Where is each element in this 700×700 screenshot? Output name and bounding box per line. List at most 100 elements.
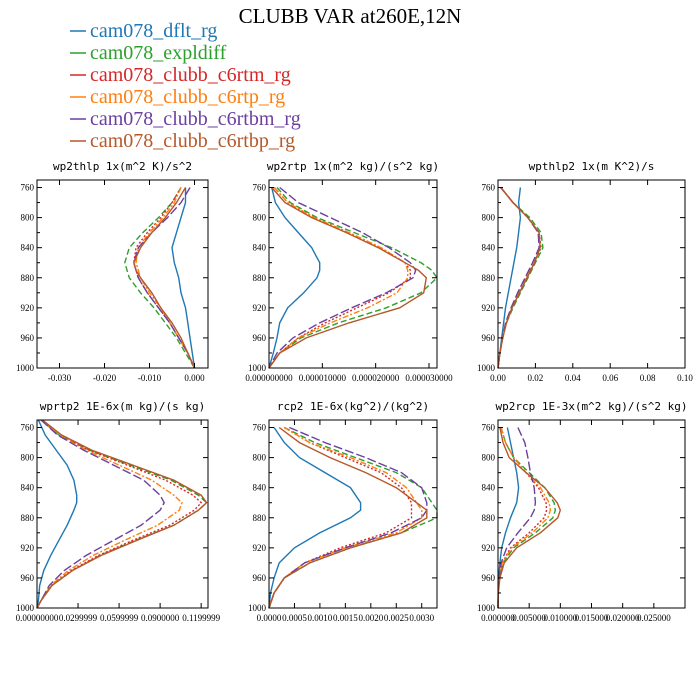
x-tick-label: 0.0299999 [59, 613, 98, 623]
y-tick-label: 800 [482, 453, 496, 463]
series-line [268, 187, 428, 369]
x-tick-label: 0.0000 [257, 613, 282, 623]
x-tick-label: 0.00000000 [16, 613, 59, 623]
series-line [268, 187, 321, 369]
x-tick-label: 0.025000 [637, 613, 671, 623]
x-tick-label: -0.020 [93, 373, 117, 383]
series-line [133, 187, 196, 369]
y-tick-label: 840 [21, 483, 35, 493]
series-line [36, 419, 183, 609]
x-tick-label: 0.06 [602, 373, 618, 383]
series-line [124, 187, 196, 369]
series-line [268, 426, 428, 609]
y-tick-label: 800 [253, 213, 267, 223]
series-line [135, 187, 196, 369]
series-line [36, 419, 165, 609]
panel-title: wp2rtp 1x(m^2 kg)/(s^2 kg) [267, 160, 439, 173]
x-tick-label: 0.0900000 [141, 613, 180, 623]
y-tick-label: 960 [253, 573, 267, 583]
x-tick-label: 0.0030 [409, 613, 434, 623]
x-tick-label: 0.000000 [481, 613, 515, 623]
panel-title: wp2thlp 1x(m^2 K)/s^2 [53, 160, 192, 173]
y-tick-label: 880 [21, 513, 35, 523]
y-tick-label: 1000 [248, 363, 267, 373]
x-tick-label: 0.000020000 [352, 373, 400, 383]
legend-label: cam078_dflt_rg [90, 20, 217, 42]
y-tick-label: 920 [253, 543, 267, 553]
x-tick-label: -0.010 [138, 373, 162, 383]
y-tick-label: 1000 [248, 603, 267, 613]
panel-title: wprtp2 1E-6x(m kg)/(s kg) [40, 400, 206, 413]
legend-entry: cam078_clubb_c6rtp_rg [70, 86, 285, 108]
plot-frame [36, 179, 209, 369]
y-tick-label: 760 [482, 423, 496, 433]
chart-panel: wp2rtp 1x(m^2 kg)/(s^2 kg)760 800 840 880 92… [245, 160, 453, 383]
x-tick-label: 0.015000 [575, 613, 609, 623]
series-line [268, 427, 362, 609]
x-tick-label: 0.0015 [333, 613, 358, 623]
y-tick-label: 760 [482, 183, 496, 193]
x-tick-label: 0.1199999 [182, 613, 220, 623]
legend-label: cam078_clubb_c6rtbm_rg [90, 108, 301, 130]
y-tick-label: 1000 [16, 363, 35, 373]
legend-entry: cam078_clubb_c6rtbm_rg [70, 108, 301, 130]
y-tick-label: 840 [482, 243, 496, 253]
series-line [497, 427, 552, 609]
x-tick-label: 0.000 [184, 373, 205, 383]
x-tick-label: 0.04 [565, 373, 581, 383]
plot-frame [497, 179, 686, 369]
series-line [36, 419, 208, 609]
y-tick-label: 880 [253, 273, 267, 283]
legend-label: cam078_clubb_c6rtbp_rg [90, 130, 295, 152]
y-tick-label: 880 [482, 513, 496, 523]
x-tick-label: 0.000030000 [405, 373, 453, 383]
series-line [497, 427, 537, 609]
series-line [497, 427, 548, 609]
panels: wp2thlp 1x(m^2 K)/s^2 760 800 840 880 920 960 1… [16, 160, 694, 623]
series-line [497, 187, 540, 369]
y-tick-label: 1000 [16, 603, 35, 613]
legend: cam078_dflt_rgcam078_expldiffcam078_club… [70, 20, 301, 152]
y-tick-label: 840 [482, 483, 496, 493]
series-line [268, 187, 409, 369]
y-tick-label: 840 [21, 243, 35, 253]
plot-frame [268, 419, 438, 609]
chart-panel: wp2thlp 1x(m^2 K)/s^2 760 800 840 880 920 960 1… [16, 160, 209, 383]
y-tick-label: 800 [21, 453, 35, 463]
legend-label: cam078_clubb_c6rtm_rg [90, 64, 291, 86]
x-tick-label: -0.030 [48, 373, 72, 383]
series-line [171, 187, 196, 369]
chart-panel: rcp2 1E-6x(kg^2)/(kg^2) 760 800 840 880 920 96… [248, 400, 438, 623]
legend-entry: cam078_clubb_c6rtm_rg [70, 64, 291, 86]
y-tick-label: 920 [253, 303, 267, 313]
x-tick-label: 0.0005 [282, 613, 307, 623]
plot-frame [36, 419, 209, 609]
legend-entry: cam078_dflt_rg [70, 20, 217, 42]
y-tick-label: 1000 [477, 363, 496, 373]
y-tick-label: 920 [482, 543, 496, 553]
legend-entry: cam078_clubb_c6rtbp_rg [70, 130, 295, 152]
series-line [268, 426, 413, 609]
series-line [133, 187, 196, 369]
x-tick-label: 0.010000 [543, 613, 577, 623]
x-tick-label: 0.10 [677, 373, 693, 383]
y-tick-label: 800 [21, 213, 35, 223]
figure-title: CLUBB VAR at260E,12N [239, 4, 462, 28]
x-tick-label: 0.0025 [384, 613, 409, 623]
y-tick-label: 960 [482, 333, 496, 343]
y-tick-label: 880 [21, 273, 35, 283]
series-line [133, 187, 196, 369]
x-tick-label: 0.02 [528, 373, 544, 383]
series-line [497, 187, 541, 369]
y-tick-label: 960 [253, 333, 267, 343]
series-line [36, 419, 78, 609]
y-tick-label: 1000 [477, 603, 496, 613]
chart-panel: wp2rcp 1E-3x(m^2 kg)/(s^2 kg) 760 800 840 88… [477, 400, 688, 623]
legend-label: cam078_expldiff [90, 42, 227, 64]
panel-title: wp2rcp 1E-3x(m^2 kg)/(s^2 kg) [495, 400, 687, 413]
x-tick-label: 0.0020 [358, 613, 383, 623]
y-tick-label: 960 [482, 573, 496, 583]
y-tick-label: 880 [482, 273, 496, 283]
series-line [497, 427, 562, 609]
